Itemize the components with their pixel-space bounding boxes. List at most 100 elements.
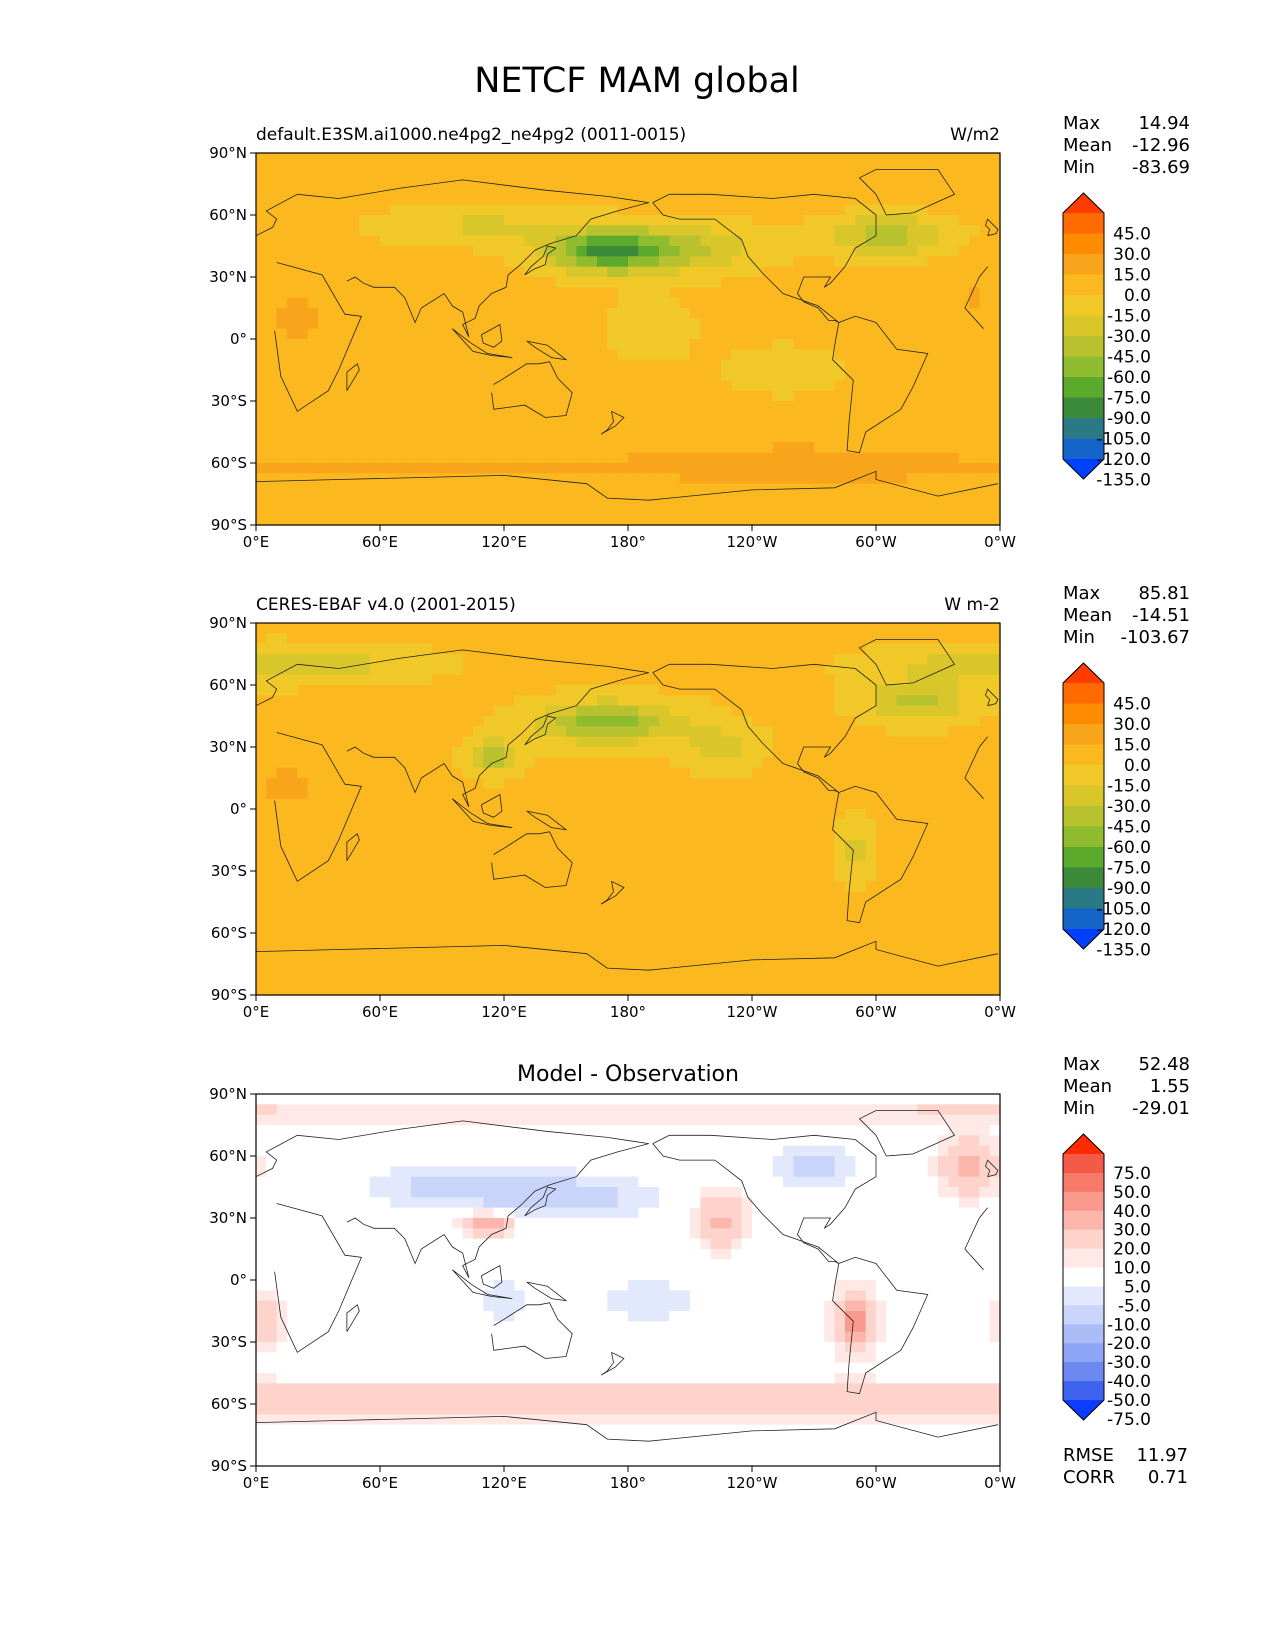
heatmap-cell [421, 840, 433, 851]
heatmap-cell [338, 514, 350, 526]
heatmap-cell [669, 850, 681, 862]
coastline [255, 470, 998, 501]
heatmap-cell [400, 442, 412, 454]
heatmap-cell [545, 256, 557, 268]
heatmap-cell [297, 246, 309, 257]
heatmap-cell [783, 194, 794, 206]
heatmap-cell [814, 349, 825, 361]
heatmap-cell [586, 308, 598, 319]
heatmap-cell [752, 215, 763, 226]
heatmap-cell [545, 664, 557, 676]
heatmap-cell [876, 850, 887, 862]
heatmap-cell [938, 432, 949, 443]
heatmap-cell [431, 902, 443, 913]
heatmap-cell [369, 685, 381, 696]
heatmap-cell [855, 215, 867, 226]
heatmap-cell [948, 349, 960, 361]
heatmap-cell [349, 757, 360, 769]
heatmap-cell [876, 685, 887, 696]
heatmap-cell [814, 494, 825, 505]
heatmap-cell [318, 695, 329, 707]
heatmap-cell [793, 359, 805, 371]
heatmap-cell [741, 850, 753, 862]
heatmap-cell [266, 623, 278, 634]
heatmap-cell [473, 225, 484, 237]
heatmap-cell [328, 504, 340, 516]
heatmap-cell [576, 256, 588, 268]
heatmap-cell [876, 359, 887, 371]
heatmap-cell [958, 871, 970, 882]
heatmap-cell [576, 328, 588, 340]
heatmap-cell [690, 850, 701, 862]
heatmap-cell [772, 705, 784, 717]
heatmap-cell [452, 339, 464, 350]
heatmap-cell [607, 256, 619, 268]
heatmap-cell [586, 933, 598, 944]
heatmap-cell [721, 514, 732, 526]
heatmap-cell [855, 891, 867, 903]
coastline [858, 169, 956, 216]
heatmap-cell [659, 514, 670, 526]
heatmap-cell [659, 153, 670, 164]
heatmap-cell [979, 881, 991, 893]
heatmap-cell [731, 235, 743, 247]
heatmap-cell [690, 235, 701, 247]
heatmap-cell [886, 778, 898, 789]
heatmap-cell [814, 225, 825, 237]
heatmap-cell [803, 623, 815, 634]
heatmap-cell [948, 287, 960, 299]
heatmap-cell [917, 809, 929, 820]
heatmap-cell [690, 287, 701, 299]
heatmap-cell [535, 390, 546, 402]
heatmap-cell [752, 819, 763, 831]
heatmap-cell [576, 411, 588, 423]
heatmap-cell [586, 225, 598, 237]
heatmap-cell [700, 788, 712, 800]
heatmap-cell [276, 705, 288, 717]
heatmap-cell [700, 163, 712, 175]
heatmap-cell [483, 452, 495, 464]
figure-title: NETCF MAM global [474, 61, 800, 101]
heatmap-cell [648, 411, 660, 423]
heatmap-cell [431, 277, 443, 288]
heatmap-cell [452, 633, 464, 645]
heatmap-cell [731, 246, 743, 257]
heatmap-cell [845, 483, 856, 495]
heatmap-cell [876, 235, 887, 247]
heatmap-cell [442, 246, 453, 257]
heatmap-cell [896, 432, 908, 443]
heatmap-cell [297, 494, 309, 505]
heatmap-cell [659, 380, 670, 392]
heatmap-cell [576, 173, 588, 185]
heatmap-cell [948, 767, 960, 779]
heatmap-cell [669, 235, 681, 247]
heatmap-cell [514, 359, 526, 371]
heatmap-cell [628, 235, 639, 247]
heatmap-cell [876, 674, 887, 686]
heatmap-cell [452, 860, 464, 872]
heatmap-cell [276, 432, 288, 443]
heatmap-cell [431, 297, 443, 309]
heatmap-cell [307, 235, 319, 247]
heatmap-cell [380, 933, 391, 944]
x-tick-label: 120°W [727, 533, 778, 551]
heatmap-cell [648, 328, 660, 340]
heatmap-cell [545, 287, 557, 299]
heatmap-cell [514, 370, 526, 381]
heatmap-cell [783, 747, 794, 758]
heatmap-cell [276, 736, 288, 748]
heatmap-cell [535, 860, 546, 872]
heatmap-cell [597, 922, 608, 934]
heatmap-cell [783, 390, 794, 402]
heatmap-cell [307, 401, 319, 412]
heatmap-cell [545, 643, 557, 655]
heatmap-cell [927, 370, 939, 381]
heatmap-cell [555, 736, 567, 748]
heatmap-cell [845, 411, 856, 423]
heatmap-cell [793, 850, 805, 862]
heatmap-cell [834, 204, 846, 216]
heatmap-cell [297, 349, 309, 361]
heatmap-cell [865, 726, 877, 738]
heatmap-cell [865, 798, 877, 810]
heatmap-cell [338, 421, 350, 433]
